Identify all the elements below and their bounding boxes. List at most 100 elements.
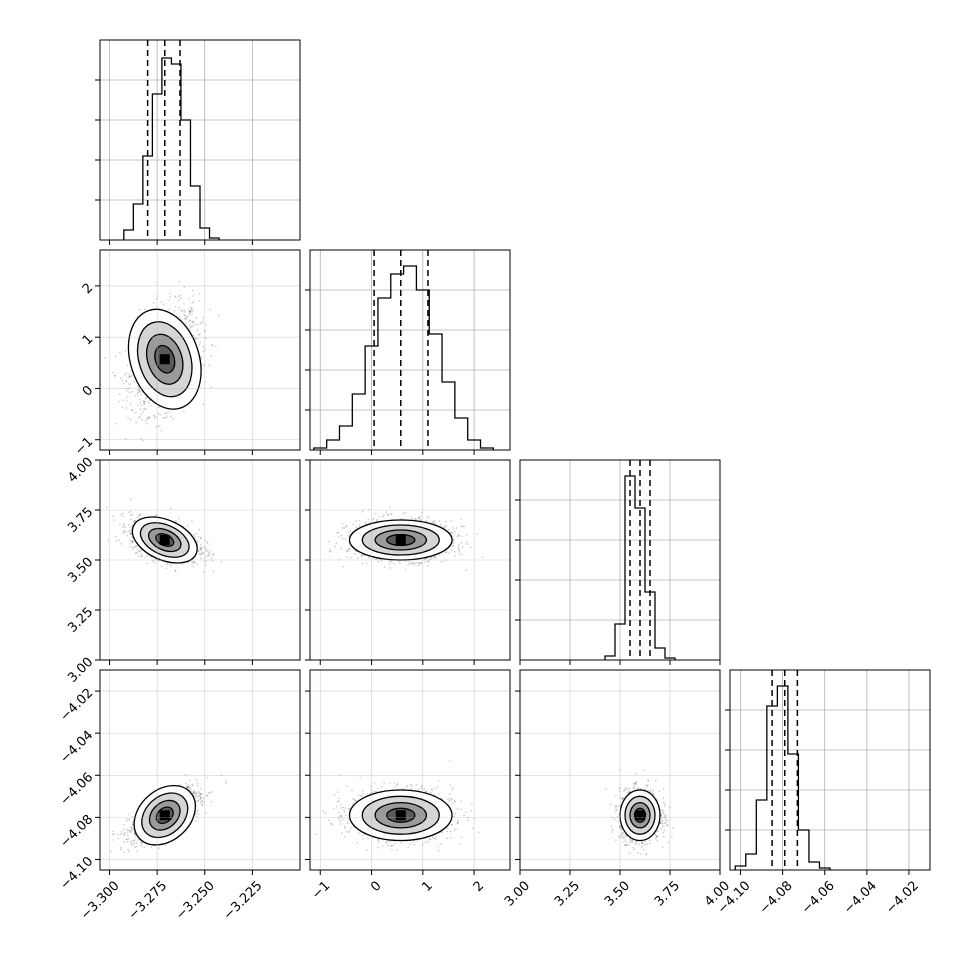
scatter-point [183, 311, 186, 313]
scatter-point [201, 322, 203, 325]
scatter-point [112, 371, 115, 374]
histogram-grid [730, 670, 930, 870]
scatter-point [118, 351, 121, 354]
scatter-point [157, 406, 160, 409]
scatter-point [155, 514, 158, 517]
panel-frame [309, 249, 511, 451]
scatter-point [125, 437, 127, 440]
scatter-point [355, 526, 358, 529]
scatter-point [128, 383, 130, 385]
scatter-point [458, 550, 461, 553]
scatter-point [125, 531, 127, 533]
scatter-point [129, 418, 132, 421]
scatter-point [346, 550, 349, 552]
scatter-point [197, 535, 200, 538]
scatter-point [168, 299, 171, 301]
scatter-point [186, 786, 189, 789]
scatter-point [174, 519, 177, 522]
scatter-point [347, 548, 350, 551]
scatter-point [129, 539, 132, 541]
scatter-point [201, 804, 204, 806]
scatter-point [154, 426, 157, 429]
scatter-point [404, 511, 407, 514]
scatter-point [181, 309, 183, 312]
scatter-point [204, 539, 207, 542]
scatter-point [445, 551, 447, 554]
scatter-point [140, 437, 143, 440]
scatter-point [146, 554, 149, 557]
scatter-point [133, 832, 136, 835]
scatter-point [127, 417, 129, 419]
scatter-point [204, 556, 207, 558]
scatter-point [136, 548, 139, 551]
scatter-point [200, 355, 203, 358]
scatter-point [202, 345, 205, 348]
scatter-point [126, 818, 129, 821]
scatter-point [200, 793, 202, 795]
scatter-point [210, 355, 213, 358]
scatter-point [148, 416, 151, 418]
scatter-point [387, 514, 389, 517]
scatter-point [178, 307, 181, 309]
scatter-point [123, 851, 125, 854]
scatter-point [125, 828, 128, 831]
density-panel [328, 506, 510, 572]
scatter-point [445, 524, 448, 527]
scatter-point [195, 317, 198, 319]
scatter-point [139, 390, 142, 393]
scatter-point [456, 535, 459, 538]
scatter-point [143, 308, 146, 311]
scatter-point [195, 792, 198, 795]
density-panel [100, 280, 220, 450]
scatter-point [212, 553, 215, 555]
scatter-point [197, 795, 200, 798]
scatter-point [347, 530, 350, 533]
scatter-point [367, 518, 370, 521]
scatter-point [457, 533, 460, 536]
scatter-point [131, 843, 134, 846]
scatter-point [337, 531, 340, 534]
scatter-point [145, 408, 148, 411]
scatter-point [148, 399, 151, 402]
scatter-point [146, 422, 148, 425]
scatter-point [134, 544, 137, 547]
scatter-point [137, 404, 139, 407]
scatter-point [206, 541, 208, 543]
scatter-point [448, 552, 450, 555]
scatter-point [190, 308, 193, 311]
scatter-point [136, 516, 139, 519]
scatter-point [202, 363, 205, 366]
scatter-point [202, 552, 205, 554]
scatter-point [204, 337, 207, 340]
scatter-point [165, 567, 168, 570]
scatter-point [189, 320, 192, 323]
scatter-point [465, 534, 468, 536]
scatter-point [447, 528, 450, 531]
scatter-point [341, 527, 344, 529]
histogram-step-line [734, 685, 831, 870]
scatter-point [420, 518, 423, 521]
scatter-point [364, 521, 367, 524]
scatter-point [190, 306, 192, 309]
scatter-point [368, 556, 371, 559]
scatter-point [165, 412, 167, 415]
scatter-point [160, 565, 163, 568]
scatter-point [431, 521, 434, 524]
scatter-point [426, 519, 428, 522]
scatter-point [201, 553, 203, 555]
scatter-point [458, 553, 461, 556]
scatter-point [157, 413, 160, 415]
scatter-point [434, 522, 437, 525]
scatter-point [465, 541, 468, 544]
scatter-point [190, 326, 193, 328]
scatter-point [452, 538, 455, 541]
scatter-point [211, 344, 213, 347]
scatter-point [183, 309, 186, 312]
scatter-point [205, 547, 207, 550]
scatter-point [439, 523, 442, 526]
scatter-point [349, 556, 352, 559]
scatter-point [137, 416, 140, 419]
scatter-point [356, 556, 359, 559]
scatter-point [349, 529, 352, 532]
scatter-point [170, 507, 172, 510]
